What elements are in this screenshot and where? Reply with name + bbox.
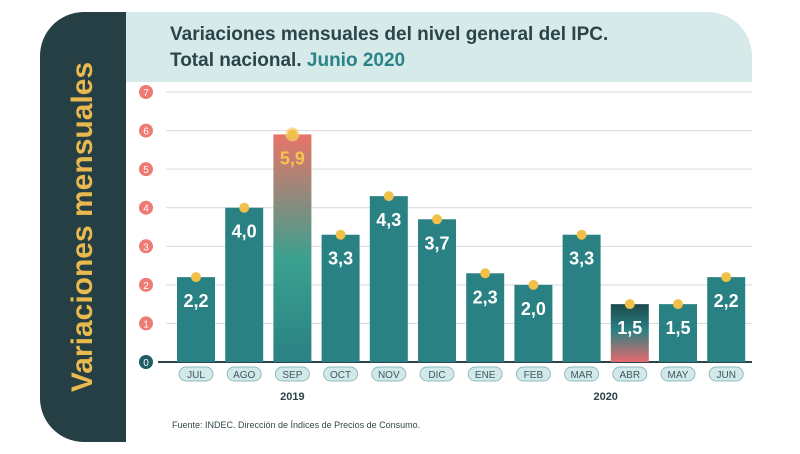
x-tick-label: SEP bbox=[282, 370, 302, 381]
value-label: 3,7 bbox=[424, 233, 449, 253]
bar-abr bbox=[610, 304, 649, 362]
chart-title-line2: Total nacional. Junio 2020 bbox=[170, 50, 405, 72]
x-tick-label: MAY bbox=[668, 370, 689, 381]
bar-jun bbox=[707, 277, 746, 362]
source-note: Fuente: INDEC. Dirección de Índices de P… bbox=[172, 420, 421, 430]
bar-marker bbox=[432, 214, 442, 225]
x-tick-pill bbox=[274, 366, 310, 382]
value-label: 2,2 bbox=[183, 291, 208, 311]
y-tick-circle bbox=[139, 162, 153, 177]
y-tick-label: 0 bbox=[143, 358, 149, 369]
y-tick-circle bbox=[139, 85, 153, 99]
bar-nov bbox=[369, 196, 408, 362]
y-tick-circle bbox=[139, 277, 153, 292]
chart-title-prefix: Total nacional. bbox=[170, 50, 302, 71]
y-tick-label: 6 bbox=[143, 127, 149, 138]
x-tick-pill bbox=[708, 366, 744, 382]
bar-marker bbox=[383, 191, 394, 202]
y-tick-label: 1 bbox=[143, 319, 149, 330]
x-tick-pill bbox=[564, 366, 600, 382]
y-tick-label: 3 bbox=[143, 242, 149, 253]
bar-marker bbox=[576, 229, 587, 240]
x-tick-label: AGO bbox=[233, 370, 255, 381]
x-tick-pill bbox=[612, 366, 648, 382]
x-tick-pill bbox=[660, 366, 696, 382]
value-label: 2,3 bbox=[473, 287, 498, 307]
y-axis-panel: Variaciones mensuales bbox=[40, 12, 126, 442]
x-tick-pill bbox=[467, 366, 503, 382]
y-tick-circle bbox=[139, 355, 153, 369]
chart-title-line1: Variaciones mensuales del nivel general … bbox=[170, 24, 609, 45]
y-tick-label: 4 bbox=[143, 204, 149, 215]
x-tick-pill bbox=[371, 366, 407, 382]
value-label: 1,5 bbox=[665, 318, 690, 338]
bar-marker bbox=[191, 272, 201, 283]
x-tick-pill bbox=[323, 366, 359, 382]
value-label: 2,2 bbox=[714, 291, 739, 311]
bar-sep bbox=[273, 134, 312, 362]
x-tick-pill bbox=[226, 366, 262, 382]
bar-oct bbox=[321, 234, 360, 362]
bar-marker bbox=[721, 272, 732, 283]
bar-marker bbox=[335, 229, 346, 240]
bar-may bbox=[659, 304, 697, 362]
y-tick-circle bbox=[139, 316, 153, 331]
value-label: 2,0 bbox=[521, 299, 546, 319]
y-tick-circle bbox=[139, 123, 153, 138]
y-tick-label: 7 bbox=[143, 88, 149, 99]
bar-marker bbox=[624, 299, 635, 310]
y-tick-circle bbox=[139, 239, 153, 254]
y-unit-label: % bbox=[140, 386, 152, 401]
chart-title-highlight: Junio 2020 bbox=[306, 50, 406, 71]
x-tick-label: ABR bbox=[620, 370, 641, 381]
bar-marker bbox=[480, 268, 491, 279]
value-label: 3,3 bbox=[569, 249, 594, 269]
x-tick-pill bbox=[178, 366, 214, 382]
value-label: 4,3 bbox=[376, 210, 401, 230]
bar-marker bbox=[287, 129, 298, 140]
x-tick-label: JUL bbox=[187, 370, 205, 381]
bar-marker bbox=[673, 299, 683, 310]
bar-feb bbox=[514, 284, 553, 362]
x-tick-label: NOV bbox=[378, 370, 400, 381]
value-label: 5,9 bbox=[280, 148, 305, 168]
year-label: 2020 bbox=[593, 391, 617, 403]
y-tick-label: 5 bbox=[143, 165, 149, 176]
x-tick-label: ENE bbox=[475, 370, 496, 381]
x-tick-pill bbox=[515, 366, 551, 382]
bar-jul bbox=[177, 277, 215, 362]
bar-mar bbox=[562, 234, 601, 362]
chart-card: Variaciones mensuales Variaciones mensua… bbox=[40, 12, 752, 442]
y-tick-label: 2 bbox=[143, 281, 149, 292]
bar-marker bbox=[239, 202, 250, 213]
bar-ene bbox=[466, 273, 505, 362]
x-tick-label: JUN bbox=[716, 370, 735, 381]
bar-marker bbox=[528, 279, 539, 290]
x-tick-label: MAR bbox=[570, 370, 592, 381]
value-label: 1,5 bbox=[617, 318, 642, 338]
bar-dic bbox=[418, 219, 456, 362]
x-tick-label: OCT bbox=[330, 370, 351, 381]
x-tick-label: DIC bbox=[428, 370, 445, 381]
year-label: 2019 bbox=[280, 391, 304, 403]
value-label: 4,0 bbox=[232, 222, 257, 242]
bar-ago bbox=[225, 207, 264, 362]
x-tick-label: FEB bbox=[524, 370, 544, 381]
y-tick-circle bbox=[139, 200, 153, 215]
x-tick-pill bbox=[419, 366, 455, 382]
value-label: 3,3 bbox=[328, 249, 353, 269]
